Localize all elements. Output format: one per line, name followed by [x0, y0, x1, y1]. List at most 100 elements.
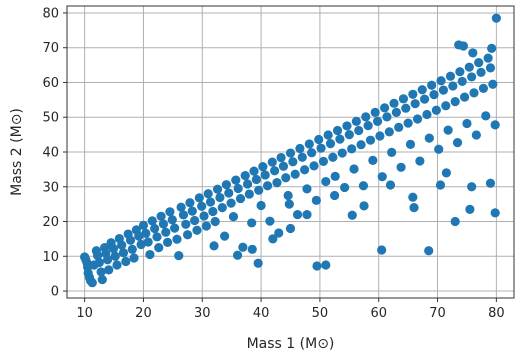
x-tick-label: 30	[194, 306, 211, 321]
data-point	[323, 130, 333, 140]
data-point	[441, 168, 451, 178]
data-point	[226, 198, 236, 208]
data-point	[112, 260, 122, 270]
data-point	[187, 206, 197, 216]
data-point	[382, 112, 392, 122]
y-tick-label: 0	[51, 285, 59, 300]
data-point	[96, 267, 106, 277]
data-point	[209, 241, 219, 251]
data-point	[443, 125, 453, 135]
data-point	[349, 164, 359, 174]
data-point	[94, 257, 104, 268]
data-point	[295, 143, 305, 154]
data-point	[445, 71, 456, 81]
data-point	[127, 244, 137, 254]
data-point	[318, 156, 329, 166]
data-point	[221, 180, 231, 190]
data-point	[235, 193, 246, 204]
data-point	[321, 260, 331, 270]
data-point	[215, 192, 225, 203]
data-point	[205, 197, 216, 207]
data-point	[220, 231, 230, 241]
data-point	[452, 138, 463, 148]
data-point	[224, 188, 234, 198]
data-point	[330, 171, 340, 181]
data-point	[321, 176, 331, 187]
x-tick-label: 10	[76, 306, 93, 321]
x-tick-label: 20	[135, 306, 152, 321]
data-point	[181, 219, 191, 229]
data-point	[427, 80, 437, 90]
data-point	[420, 94, 430, 104]
data-point	[182, 230, 193, 240]
data-point	[147, 216, 157, 226]
data-point	[467, 72, 477, 82]
y-tick-label: 50	[42, 111, 59, 126]
y-tick-label: 80	[42, 6, 59, 21]
data-point	[97, 274, 107, 285]
y-tick-label: 20	[42, 215, 59, 230]
data-point	[208, 206, 218, 217]
data-point	[337, 148, 347, 158]
data-point	[485, 178, 496, 188]
data-point	[194, 193, 204, 203]
data-point	[474, 58, 484, 68]
data-point	[424, 246, 434, 256]
data-point	[267, 157, 277, 167]
data-point	[351, 116, 361, 127]
data-point	[302, 209, 312, 220]
data-point	[377, 245, 387, 255]
y-axis-ticks: 0 10 20 30 40 50 60 70 80	[42, 6, 67, 300]
data-point	[488, 79, 498, 89]
data-point	[185, 198, 195, 208]
scatter-points	[80, 13, 501, 288]
data-point	[176, 202, 186, 212]
y-tick-label: 40	[42, 146, 59, 161]
data-point	[104, 265, 114, 275]
data-point	[274, 228, 284, 238]
data-point	[300, 165, 310, 175]
data-point	[356, 140, 366, 150]
data-point	[481, 111, 491, 121]
data-point	[190, 215, 200, 226]
y-tick-label: 60	[42, 76, 59, 91]
x-tick-label: 50	[312, 306, 329, 321]
data-point	[391, 107, 401, 117]
data-point	[233, 183, 243, 194]
data-point	[464, 62, 474, 72]
data-point	[415, 156, 425, 166]
data-point	[394, 122, 404, 132]
data-point	[311, 195, 321, 205]
data-point	[161, 227, 171, 237]
data-point	[467, 182, 477, 192]
x-axis-ticks: 10 20 30 40 50 60 70 80	[76, 298, 505, 321]
data-point	[483, 53, 493, 63]
data-point	[178, 210, 189, 220]
y-tick-label: 30	[42, 180, 59, 195]
data-point	[167, 215, 177, 225]
data-point	[396, 162, 406, 172]
data-point	[490, 208, 500, 218]
x-tick-label: 40	[253, 306, 270, 321]
data-point	[268, 234, 278, 244]
data-point	[458, 41, 469, 51]
data-point	[384, 127, 394, 137]
data-point	[138, 220, 149, 230]
data-point	[417, 85, 427, 95]
data-point	[162, 237, 173, 247]
data-point	[304, 139, 314, 149]
data-point	[375, 131, 385, 141]
data-point	[262, 181, 273, 191]
data-point	[370, 107, 380, 117]
data-point	[302, 184, 312, 194]
data-point	[401, 103, 411, 113]
data-point	[344, 130, 354, 140]
data-point	[143, 237, 153, 247]
data-point	[340, 182, 350, 193]
data-point	[468, 48, 478, 58]
data-point	[429, 90, 439, 100]
data-point	[232, 250, 243, 260]
data-point	[256, 200, 266, 211]
y-tick-label: 70	[42, 41, 59, 56]
